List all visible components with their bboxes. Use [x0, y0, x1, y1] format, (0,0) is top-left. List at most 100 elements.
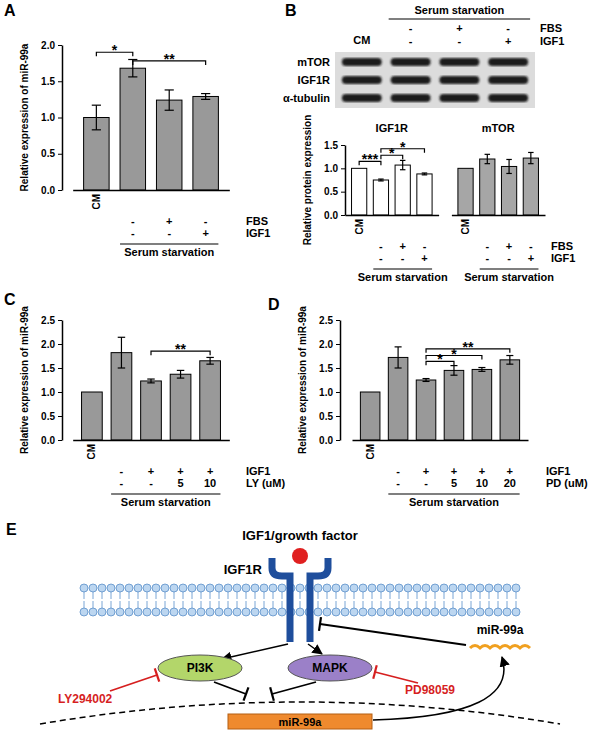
y-tick: 2.0	[41, 40, 62, 51]
lipid-head	[332, 608, 340, 616]
y-tick-label: 0.5	[41, 411, 55, 422]
panel-letter: B	[285, 2, 297, 19]
lipid-head	[413, 608, 421, 616]
x-axis-line	[73, 190, 230, 192]
lipid-head	[440, 608, 448, 616]
y-tick-mark	[58, 81, 62, 82]
y-tick: 1.0	[41, 387, 62, 398]
y-axis-line	[62, 321, 64, 441]
condition-value: +	[507, 465, 513, 477]
condition-label: FBS	[540, 22, 562, 34]
condition-value: -	[485, 240, 489, 252]
y-tick-mark	[336, 416, 340, 417]
lipid-head	[215, 608, 223, 616]
y-tick-mark	[58, 190, 62, 191]
error-cap	[165, 89, 174, 90]
y-tick-label: 2.5	[41, 315, 55, 326]
condition-label: LY (uM)	[246, 477, 285, 489]
error-cap	[506, 364, 513, 365]
blot-band	[391, 94, 431, 102]
lipid-head	[170, 584, 178, 592]
x-tick-label: CM	[365, 444, 376, 460]
y-tick: 1.0	[319, 387, 340, 398]
plot-marks	[82, 337, 221, 440]
condition-label: PD (uM)	[546, 477, 588, 489]
y-tick: 1.5	[319, 363, 340, 374]
significance-label: *	[389, 145, 395, 161]
condition-label: FBS	[551, 240, 573, 252]
lipid-head	[341, 608, 349, 616]
inhibitor-label: LY294002	[58, 692, 113, 706]
inhibition-line-bar	[319, 617, 321, 631]
blot-band	[439, 58, 479, 66]
y-tick-label: 2.0	[319, 339, 333, 350]
y-tick-label: 1.5	[324, 140, 338, 151]
y-tick-label: 1.5	[319, 363, 333, 374]
y-tick-label: 1.5	[41, 363, 55, 374]
group-label: Serum starvation	[124, 246, 214, 258]
panel-letter: D	[268, 296, 280, 313]
y-tick-label: 2.0	[41, 40, 55, 51]
y-axis-title: Relative expression of miR-99a	[297, 306, 308, 454]
bar	[458, 168, 473, 215]
lipid-head	[143, 608, 151, 616]
x-axis: CM	[353, 440, 529, 460]
condition-value: -	[204, 215, 208, 227]
lipid-head	[242, 584, 250, 592]
lipid-head	[332, 584, 340, 592]
x-tick: CM	[354, 215, 365, 235]
blot-band	[488, 94, 528, 102]
error-cap	[423, 378, 430, 379]
blot-band	[488, 58, 528, 66]
error-cap	[506, 159, 511, 160]
condition-value: -	[485, 252, 489, 264]
y-tick-mark	[58, 440, 62, 441]
group-line	[111, 493, 220, 494]
lipid-head	[467, 608, 475, 616]
group-label: Serum starvation	[414, 4, 504, 16]
y-axis: 0.00.51.01.52.02.5	[319, 315, 340, 446]
condition-label: IGF1	[546, 465, 570, 477]
condition-value: -	[506, 22, 510, 34]
bar	[500, 360, 520, 440]
error-bar	[402, 160, 403, 169]
error-cap	[92, 105, 101, 106]
y-tick-label: 0.0	[41, 435, 55, 446]
condition-value: -	[120, 477, 124, 489]
error-bar	[180, 370, 181, 378]
error-cap	[128, 59, 137, 60]
lipid-head	[89, 584, 97, 592]
lipid-head	[125, 608, 133, 616]
lipid-head	[377, 608, 385, 616]
error-bar	[509, 356, 510, 365]
error-bar	[96, 105, 97, 130]
error-cap	[92, 129, 101, 130]
condition-value: -	[409, 35, 413, 47]
panel-letter: A	[4, 2, 16, 19]
error-cap	[201, 99, 210, 100]
condition-value: +	[423, 465, 429, 477]
blot-band	[342, 58, 382, 66]
lipid-head	[134, 584, 142, 592]
group-line	[389, 18, 530, 19]
y-tick: 1.5	[41, 76, 62, 87]
plot-marks	[360, 347, 519, 440]
x-axis-line	[346, 215, 440, 217]
lipid-head	[107, 584, 115, 592]
bar	[200, 361, 221, 440]
bar	[416, 380, 436, 440]
condition-value: -	[401, 252, 405, 264]
error-cap	[478, 371, 485, 372]
y-tick-mark	[336, 320, 340, 321]
x-tick: CM	[365, 440, 376, 460]
y-tick: 2.0	[319, 339, 340, 350]
error-cap	[485, 154, 490, 155]
expression-arrow	[373, 657, 504, 720]
inhibition-line	[272, 682, 316, 694]
y-tick: 2.0	[41, 339, 62, 350]
group-line	[120, 243, 218, 244]
lipid-head	[404, 584, 412, 592]
lipid-head	[224, 608, 232, 616]
y-tick: 0.5	[41, 148, 62, 159]
error-cap	[395, 367, 402, 368]
